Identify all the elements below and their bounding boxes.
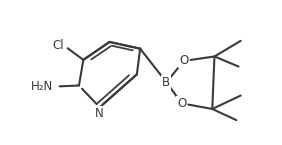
Text: B: B	[162, 76, 170, 89]
Text: H₂N: H₂N	[30, 80, 53, 93]
Text: O: O	[177, 97, 186, 110]
Text: N: N	[95, 107, 104, 120]
Text: Cl: Cl	[52, 39, 64, 52]
Text: O: O	[179, 54, 188, 67]
